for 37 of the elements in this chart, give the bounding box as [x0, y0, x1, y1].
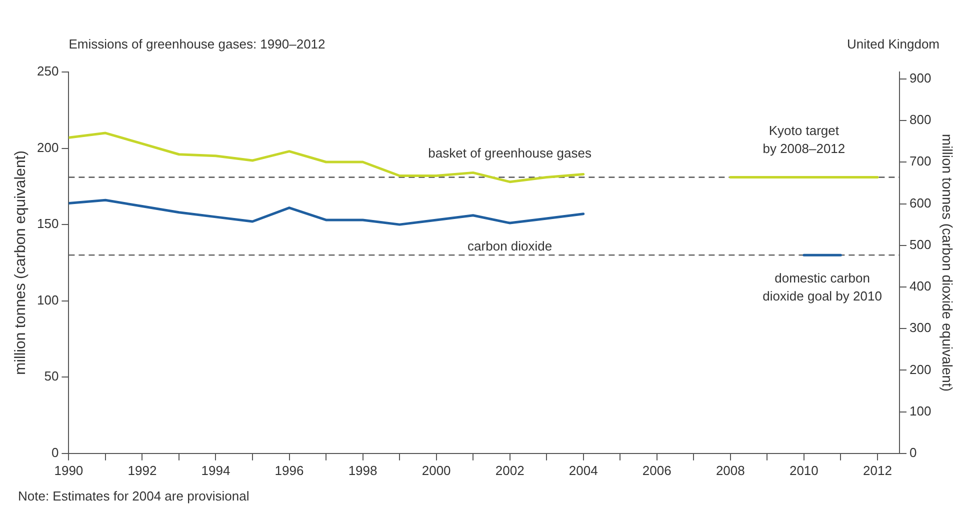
x-tick-label: 1994	[201, 462, 230, 478]
y-tick-label: 0	[51, 444, 59, 460]
y-tick-label: 250	[36, 64, 59, 79]
y-tick-label: 150	[36, 216, 59, 232]
chart-title: Emissions of greenhouse gases: 1990–2012	[68, 36, 326, 52]
y2-tick-label: 400	[910, 278, 932, 294]
y2-axis-title: million tonnes (carbon dioxide equivalent)	[940, 134, 956, 392]
x-tick-label: 1992	[128, 462, 157, 478]
x-tick-label: 2012	[862, 462, 892, 478]
y2-tick-label: 300	[910, 320, 932, 336]
series-label: basket of greenhouse gases	[428, 145, 592, 160]
y2-tick-label: 700	[910, 154, 932, 169]
y2-tick-label: 0	[910, 444, 917, 460]
x-tick-label: 1998	[348, 462, 378, 478]
y-tick-label: 100	[36, 292, 59, 308]
x-tick-label: 2000	[422, 462, 451, 478]
y2-tick-label: 800	[910, 112, 932, 128]
x-tick-label: 2006	[642, 462, 672, 478]
y-tick-label: 50	[44, 368, 59, 384]
x-tick-label: 2002	[495, 462, 524, 478]
y2-tick-label: 900	[910, 70, 932, 86]
x-tick-label: 1990	[54, 462, 84, 478]
x-tick-label: 1996	[274, 462, 304, 478]
x-tick-label: 2008	[716, 462, 745, 478]
text: domestic carbon dioxide goal by 2010	[762, 270, 882, 304]
series-label: carbon dioxide	[468, 238, 552, 254]
text: Note: Estimates for 2004 are provisional	[18, 488, 250, 504]
y2-tick-label: 200	[910, 362, 932, 377]
x-tick-label: 2010	[789, 462, 818, 478]
chart-subtitle: United Kingdom	[847, 36, 940, 52]
x-tick-label: 2004	[568, 462, 598, 478]
y2-tick-label: 500	[910, 236, 932, 252]
series-label: Kyoto target by 2008–2012	[762, 122, 846, 156]
y-axis-title: million tonnes (carbon equivalent)	[12, 150, 30, 375]
y2-tick-label: 600	[910, 195, 932, 210]
y-tick-label: 200	[36, 140, 59, 155]
y2-tick-label: 100	[910, 403, 932, 418]
